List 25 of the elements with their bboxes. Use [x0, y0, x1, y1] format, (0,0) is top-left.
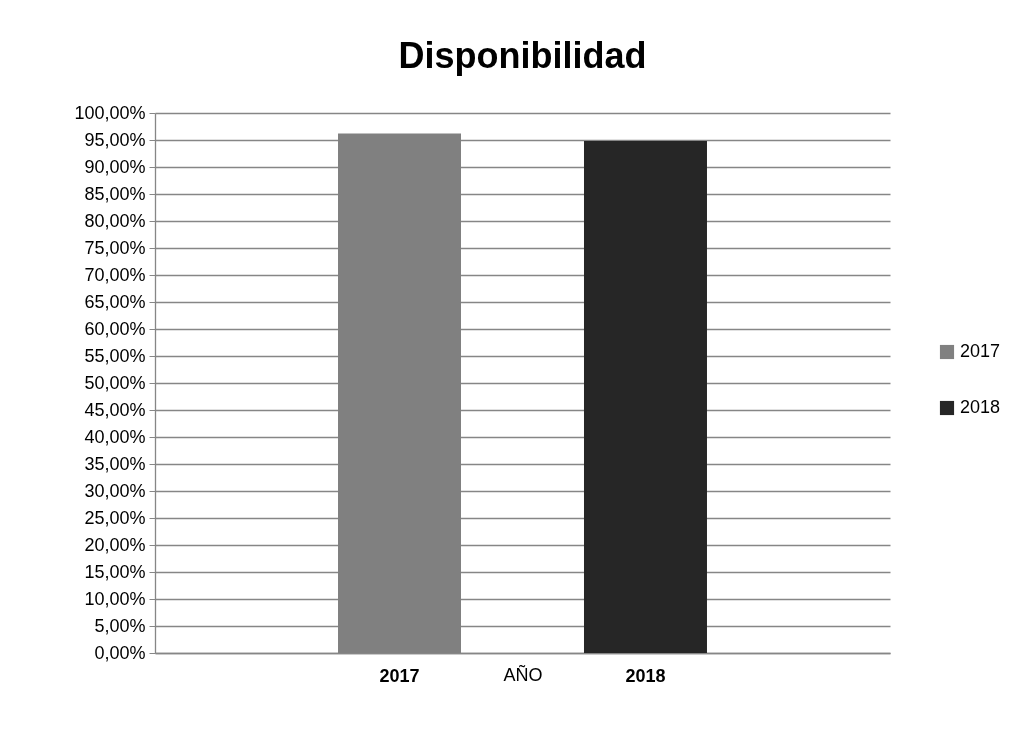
- y-tick-label: 55,00%: [84, 345, 146, 366]
- y-tick-label: 10,00%: [84, 588, 146, 609]
- y-tick-label: 45,00%: [84, 399, 146, 420]
- y-tick-label: 100,00%: [74, 102, 146, 123]
- y-tick-label: 5,00%: [94, 615, 146, 636]
- y-tick-label: 70,00%: [84, 264, 146, 285]
- y-tick-label: 65,00%: [84, 291, 146, 312]
- y-tick-label: 35,00%: [84, 453, 146, 474]
- legend-label: 2018: [960, 397, 1001, 417]
- y-tick-label: 95,00%: [84, 129, 146, 150]
- legend-label: 2017: [960, 341, 1001, 361]
- y-tick-label: 40,00%: [84, 426, 146, 447]
- chart-title: Disponibilidad: [398, 35, 647, 76]
- y-tick-label: 80,00%: [84, 210, 146, 231]
- y-tick-label: 90,00%: [84, 156, 146, 177]
- y-tick-label: 60,00%: [84, 318, 146, 339]
- y-tick-label: 0,00%: [94, 642, 146, 663]
- y-tick-label: 25,00%: [84, 507, 146, 528]
- y-tick-label: 85,00%: [84, 183, 146, 204]
- y-tick-label: 50,00%: [84, 372, 146, 393]
- x-axis-title: AÑO: [503, 663, 543, 685]
- y-tick-label: 30,00%: [84, 480, 146, 501]
- y-tick-label: 15,00%: [84, 561, 146, 582]
- y-tick-label: 20,00%: [84, 534, 146, 555]
- y-tick-label: 75,00%: [84, 237, 146, 258]
